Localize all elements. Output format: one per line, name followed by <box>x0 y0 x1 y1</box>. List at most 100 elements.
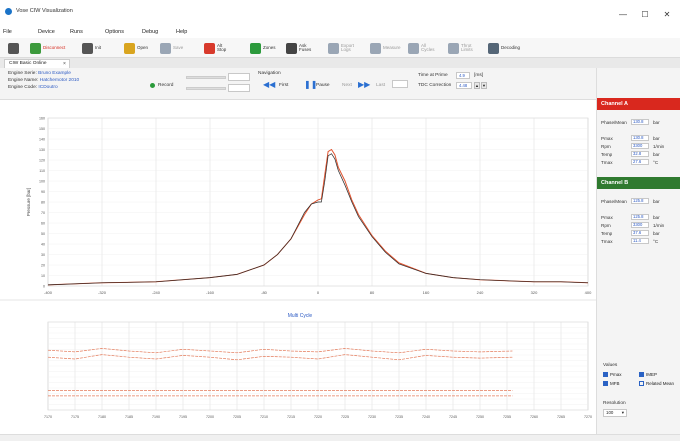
channel-value-unit: bar <box>653 214 660 220</box>
info-value[interactable]: ICDoutro <box>38 85 58 90</box>
toolbar-button[interactable]: Init <box>82 40 101 56</box>
channel-value-label: Tmax <box>601 238 613 244</box>
channel-value-row: Pmax 130.8 bar <box>601 134 679 142</box>
x-tick-label: -320 <box>98 290 107 295</box>
toolbar-button-label: Decoding <box>501 44 521 50</box>
related-mean-checkbox[interactable]: Related Mean <box>639 381 674 386</box>
cycles-icon <box>408 42 419 54</box>
decoding-icon <box>488 42 499 54</box>
last-icon[interactable]: ▶▶ <box>358 80 371 89</box>
menu-runs[interactable]: Runs <box>70 29 83 35</box>
toolbar-button-label: Alt Stop <box>217 42 227 52</box>
channel-value-field[interactable]: 3300 <box>631 222 649 228</box>
pause-icon[interactable]: ❚❚ <box>304 80 318 89</box>
channel-value-row: Temp 37.6 bar <box>601 229 679 237</box>
nav-first-label[interactable]: First <box>279 83 289 88</box>
x-tick-label: 7250 <box>476 415 484 419</box>
toolbar-button-label: Ask Fuses <box>299 42 312 52</box>
record-label[interactable]: Record <box>158 83 174 88</box>
channel-value-field[interactable]: 3300 <box>631 143 649 149</box>
toolbar-button-label: Save <box>173 44 184 50</box>
checkbox-checked-icon <box>639 372 644 377</box>
x-tick-label: -80 <box>261 290 268 295</box>
chart-area: -400 -320 -240 -160 -80 0 80 160 240 320 400 0 10 20 3… <box>0 100 596 434</box>
time-input[interactable]: 4.9 <box>456 72 470 79</box>
tdc-spin-down-icon[interactable]: ▼ <box>481 82 487 89</box>
menu-debug[interactable]: Debug <box>142 29 159 35</box>
toolbar-button[interactable]: Throt Limits <box>448 40 473 56</box>
toolbar: Disconnect Init Open Save Alt Stop Zones Ask F… <box>0 38 680 58</box>
record-field-2[interactable] <box>228 84 250 92</box>
mfb-checkbox[interactable]: MFB <box>603 381 620 386</box>
nav-step-field[interactable] <box>392 80 408 88</box>
tdc-input[interactable]: 4.48 <box>456 82 472 89</box>
info-value[interactable]: Hatchemotor 2010 <box>39 78 80 83</box>
channel-value-field[interactable]: 125.8 <box>631 214 649 220</box>
first-icon[interactable]: ◀◀ <box>263 80 276 89</box>
menu-help[interactable]: Help <box>176 29 188 35</box>
toolbar-button[interactable]: Save <box>160 40 183 56</box>
channel-value-unit: bar <box>653 119 660 125</box>
x-tick-label: 7190 <box>152 415 160 419</box>
nav-last-label[interactable]: Last <box>376 83 386 88</box>
menu-file[interactable]: File <box>3 29 12 35</box>
x-tick-label: 7245 <box>449 415 457 419</box>
x-tick-label: 7170 <box>44 415 52 419</box>
toolbar-button[interactable] <box>8 40 21 56</box>
multi-cycle-title: Multi Cycle <box>288 313 313 319</box>
record-slider-1[interactable] <box>186 76 226 79</box>
channel-value-field[interactable]: 11.4 <box>631 238 649 244</box>
monitor-icon <box>8 42 19 54</box>
channel-value-row: Tmax 27.6 °C <box>601 158 679 166</box>
channel-value-field[interactable]: 130.8 <box>631 119 649 125</box>
channel-value-field[interactable]: 125.8 <box>631 198 649 204</box>
toolbar-button[interactable]: All Cycles <box>408 40 435 56</box>
pmax-checkbox[interactable]: Pmax <box>603 372 622 377</box>
tdc-spin-up-icon[interactable]: ▲ <box>474 82 480 89</box>
pressure-charts[interactable]: -400 -320 -240 -160 -80 0 80 160 240 320 400 0 10 20 3… <box>0 100 596 434</box>
maximize-button[interactable]: ☐ <box>641 9 649 19</box>
record-slider-2[interactable] <box>186 87 226 90</box>
x-tick-label: 7270 <box>584 415 592 419</box>
channel-value-label: Pmax <box>601 135 613 141</box>
toolbar-button[interactable]: Measure <box>370 40 401 56</box>
x-tick-label: 7235 <box>395 415 403 419</box>
folder-open-icon <box>124 42 135 54</box>
nav-next-label[interactable]: Next <box>342 83 352 88</box>
resolution-select[interactable]: 100 ▾ <box>603 409 627 417</box>
channel-value-row: Phase/Mean 125.8 bar <box>601 197 679 205</box>
multi-cycle-series-line <box>47 348 513 354</box>
x-tick-label: 0 <box>317 290 320 295</box>
close-window-button[interactable]: ✕ <box>663 9 671 19</box>
toolbar-button-label: Export Logs <box>341 42 355 52</box>
toolbar-button-label: Zones <box>263 44 276 50</box>
record-field-1[interactable] <box>228 73 250 81</box>
toolbar-button[interactable]: Export Logs <box>328 40 354 56</box>
minimize-button[interactable]: — <box>619 9 627 19</box>
stop-icon <box>204 42 215 54</box>
tab-ciw-basic-online[interactable]: CIW Basic Online × <box>4 59 70 68</box>
toolbar-button[interactable]: Zones <box>250 40 276 56</box>
imep-checkbox[interactable]: IMEP <box>639 372 657 377</box>
nav-pause-label[interactable]: Pause <box>316 83 330 88</box>
toolbar-button[interactable]: Disconnect <box>30 40 65 56</box>
toolbar-button[interactable]: Ask Fuses <box>286 40 311 56</box>
toolbar-button[interactable]: Open <box>124 40 148 56</box>
toolbar-button[interactable]: Alt Stop <box>204 40 226 56</box>
menu-options[interactable]: Options <box>105 29 124 35</box>
x-tick-label: 160 <box>423 290 430 295</box>
channel-value-field[interactable]: 27.6 <box>631 159 649 165</box>
channel-value-row: Phase/Mean 130.8 bar <box>601 118 679 126</box>
channel-a-title: Channel A <box>601 101 628 107</box>
channel-value-field[interactable]: 37.6 <box>631 230 649 236</box>
info-value[interactable]: Bruno Example <box>38 71 71 76</box>
menu-bar: File Device Runs Options Debug Help <box>0 28 680 38</box>
menu-device[interactable]: Device <box>38 29 55 35</box>
channel-b-header: Channel B <box>597 177 680 189</box>
tab-close-icon[interactable]: × <box>63 61 66 67</box>
channel-value-field[interactable]: 130.8 <box>631 135 649 141</box>
channel-value-field[interactable]: 32.8 <box>631 151 649 157</box>
tdc-label: TDC Correction <box>418 83 452 88</box>
toolbar-button[interactable]: Decoding <box>488 40 520 56</box>
x-tick-label: 80 <box>370 290 375 295</box>
